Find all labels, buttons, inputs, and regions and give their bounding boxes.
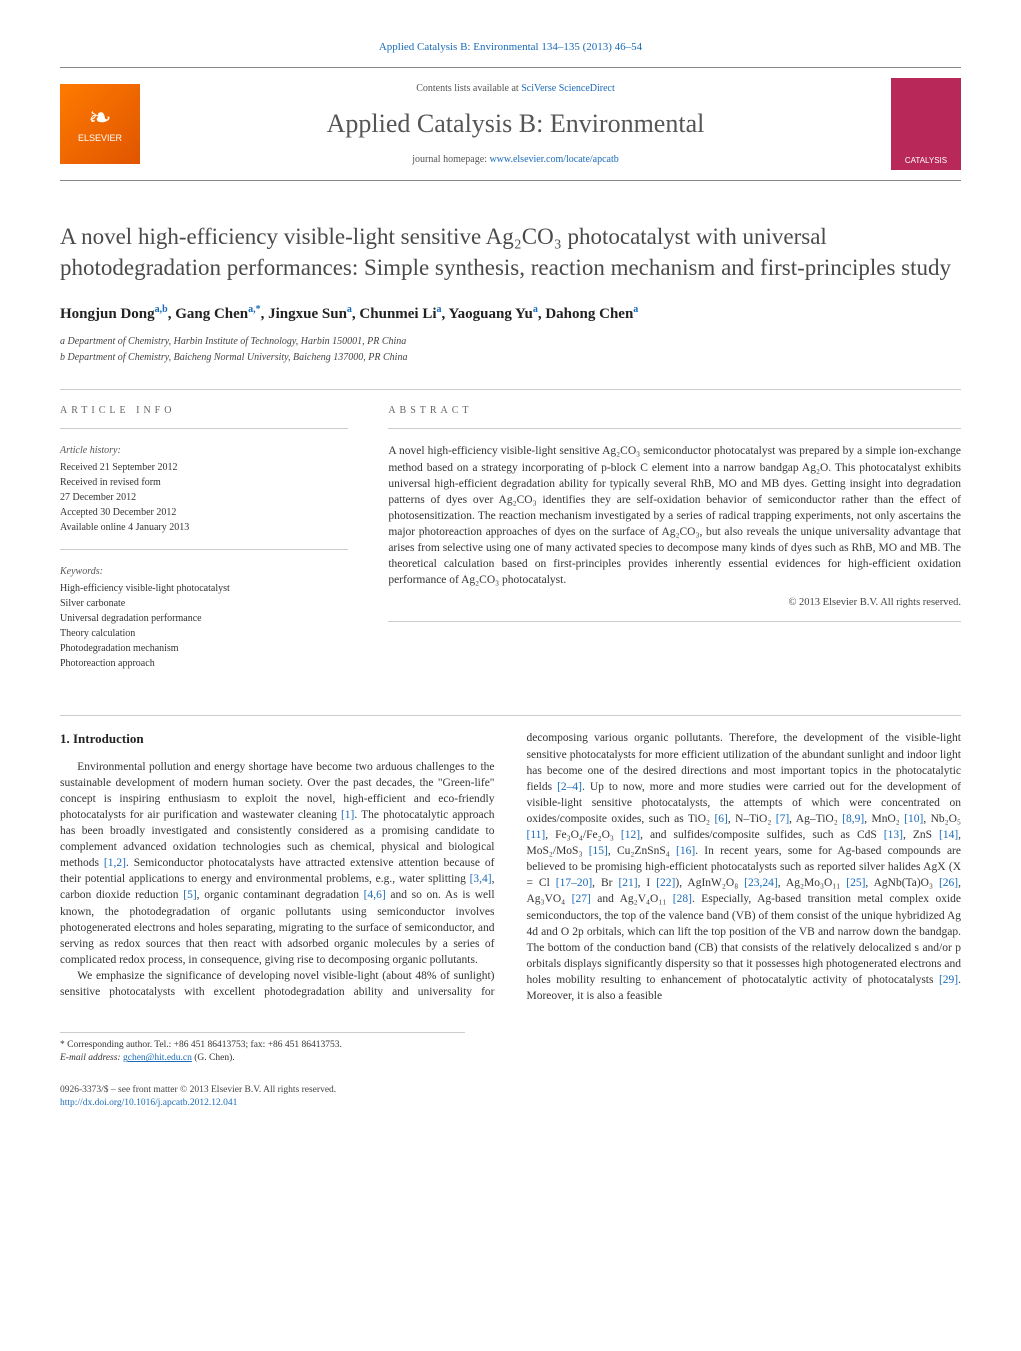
info-abstract-row: ARTICLE INFO Article history: Received 2… [60, 404, 961, 685]
issn-line: 0926-3373/$ – see front matter © 2013 El… [60, 1084, 961, 1097]
citation-link[interactable]: [3,4] [470, 873, 492, 885]
contents-prefix: Contents lists available at [416, 83, 521, 94]
citation-link[interactable]: [10] [904, 813, 923, 825]
email-line: E-mail address: gchen@hit.edu.cn (G. Che… [60, 1052, 465, 1065]
journal-name: Applied Catalysis B: Environmental [156, 106, 875, 142]
history-line: Available online 4 January 2013 [60, 520, 348, 535]
citation-link[interactable]: [5] [183, 889, 196, 901]
author-name: Yaoguang Yu [448, 306, 532, 322]
keyword-line: Photodegradation mechanism [60, 641, 348, 656]
citation-link[interactable]: [8,9] [842, 813, 864, 825]
author-name: Jingxue Sun [268, 306, 347, 322]
history-line: 27 December 2012 [60, 490, 348, 505]
citation-link[interactable]: [26] [939, 877, 958, 889]
author-aff-sup: a [533, 304, 538, 315]
history-label: Article history: [60, 443, 348, 458]
affiliation-line: a Department of Chemistry, Harbin Instit… [60, 335, 961, 349]
history-line: Received in revised form [60, 475, 348, 490]
keywords-block: Keywords: High-efficiency visible-light … [60, 564, 348, 671]
journal-cover-thumb: CATALYSIS [891, 78, 961, 170]
citation-link[interactable]: [11] [527, 829, 546, 841]
author-name: Chunmei Li [359, 306, 436, 322]
journal-ref-link[interactable]: Applied Catalysis B: Environmental 134–1… [379, 41, 642, 53]
corresponding-author-footnote: * Corresponding author. Tel.: +86 451 86… [60, 1032, 465, 1066]
cover-label: CATALYSIS [905, 155, 947, 166]
info-rule-2 [60, 549, 348, 550]
citation-link[interactable]: [29] [939, 974, 958, 986]
body-two-columns: 1. Introduction Environmental pollution … [60, 730, 961, 1004]
citation-link[interactable]: [23,24] [744, 877, 778, 889]
citation-link[interactable]: [2–4] [557, 781, 582, 793]
contents-line: Contents lists available at SciVerse Sci… [156, 82, 875, 96]
sciencedirect-link[interactable]: SciVerse ScienceDirect [521, 83, 615, 94]
article-info-column: ARTICLE INFO Article history: Received 2… [60, 404, 348, 685]
citation-link[interactable]: [7] [776, 813, 789, 825]
author-aff-sup: a,b [155, 304, 168, 315]
corresp-line: * Corresponding author. Tel.: +86 451 86… [60, 1039, 465, 1052]
history-line: Accepted 30 December 2012 [60, 505, 348, 520]
abstract-rule-2 [388, 621, 961, 622]
citation-link[interactable]: [13] [884, 829, 903, 841]
citation-link[interactable]: [1] [341, 809, 354, 821]
citation-link[interactable]: [22] [656, 877, 675, 889]
author-name: Dahong Chen [545, 306, 633, 322]
homepage-line: journal homepage: www.elsevier.com/locat… [156, 153, 875, 167]
keyword-line: High-efficiency visible-light photocatal… [60, 581, 348, 596]
abstract-label: ABSTRACT [388, 404, 961, 418]
citation-link[interactable]: [25] [846, 877, 865, 889]
footer-meta: 0926-3373/$ – see front matter © 2013 El… [60, 1084, 961, 1111]
citation-link[interactable]: [15] [589, 845, 608, 857]
citation-link[interactable]: [27] [572, 893, 591, 905]
intro-paragraph-left: Environmental pollution and energy short… [60, 759, 495, 968]
intro-heading: 1. Introduction [60, 730, 495, 748]
keyword-line: Universal degradation performance [60, 611, 348, 626]
author-aff-sup: a [633, 304, 638, 315]
corresp-email-link[interactable]: gchen@hit.edu.cn [123, 1053, 192, 1063]
history-line: Received 21 September 2012 [60, 460, 348, 475]
author-aff-sup: a,* [248, 304, 261, 315]
article-history-block: Article history: Received 21 September 2… [60, 443, 348, 535]
email-whom: (G. Chen). [194, 1053, 234, 1063]
body-rule [60, 715, 961, 716]
affiliation-line: b Department of Chemistry, Baicheng Norm… [60, 351, 961, 365]
article-title: A novel high-efficiency visible-light se… [60, 221, 961, 283]
citation-link[interactable]: [6] [714, 813, 727, 825]
citation-link[interactable]: [12] [621, 829, 640, 841]
keyword-line: Photoreaction approach [60, 656, 348, 671]
author-name: Hongjun Dong [60, 306, 155, 322]
citation-link[interactable]: [16] [676, 845, 695, 857]
publisher-logo: ❧ ELSEVIER [60, 84, 140, 164]
homepage-prefix: journal homepage: [412, 154, 489, 165]
journal-reference: Applied Catalysis B: Environmental 134–1… [60, 40, 961, 55]
citation-link[interactable]: [14] [939, 829, 958, 841]
doi-link[interactable]: http://dx.doi.org/10.1016/j.apcatb.2012.… [60, 1098, 237, 1108]
abstract-text: A novel high-efficiency visible-light se… [388, 443, 961, 588]
separator-rule [60, 389, 961, 390]
keywords-label: Keywords: [60, 564, 348, 579]
keyword-line: Theory calculation [60, 626, 348, 641]
citation-link[interactable]: [4,6] [364, 889, 386, 901]
article-info-label: ARTICLE INFO [60, 404, 348, 418]
journal-homepage-link[interactable]: www.elsevier.com/locate/apcatb [489, 154, 618, 165]
elsevier-tree-icon: ❧ [88, 104, 111, 132]
citation-link[interactable]: [17–20] [556, 877, 592, 889]
abstract-column: ABSTRACT A novel high-efficiency visible… [388, 404, 961, 685]
author-aff-sup: a [437, 304, 442, 315]
email-label: E-mail address: [60, 1053, 121, 1063]
citation-link[interactable]: [28] [673, 893, 692, 905]
keyword-line: Silver carbonate [60, 596, 348, 611]
info-rule [60, 428, 348, 429]
author-aff-sup: a [347, 304, 352, 315]
publisher-logo-label: ELSEVIER [78, 132, 122, 145]
abstract-copyright: © 2013 Elsevier B.V. All rights reserved… [388, 596, 961, 611]
citation-link[interactable]: [1,2] [104, 857, 126, 869]
affiliations: a Department of Chemistry, Harbin Instit… [60, 335, 961, 365]
journal-header-box: ❧ ELSEVIER Contents lists available at S… [60, 67, 961, 181]
header-center: Contents lists available at SciVerse Sci… [156, 82, 875, 166]
citation-link[interactable]: [21] [618, 877, 637, 889]
abstract-rule [388, 428, 961, 429]
author-name: Gang Chen [175, 306, 248, 322]
authors-line: Hongjun Donga,b, Gang Chena,*, Jingxue S… [60, 303, 961, 325]
